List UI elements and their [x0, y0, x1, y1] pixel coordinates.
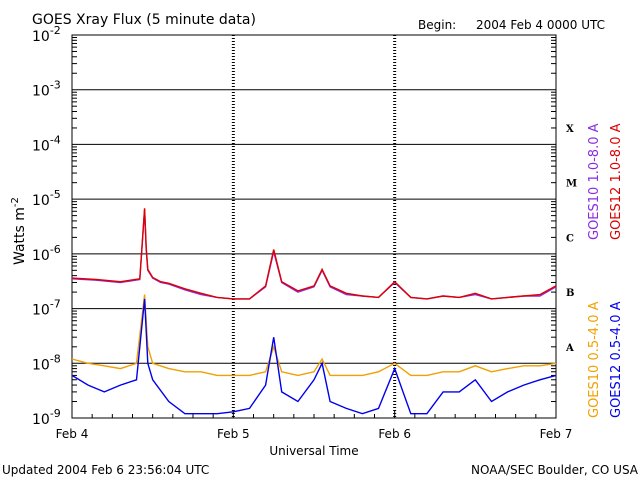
flare-class-label: C — [566, 233, 574, 244]
x-tick-label: Feb 6 — [378, 427, 411, 441]
x-tick-label: Feb 5 — [217, 427, 250, 441]
chart-title: GOES Xray Flux (5 minute data) — [32, 12, 256, 28]
x-axis-label: Universal Time — [269, 444, 358, 458]
y-tick-label: 10-7 — [32, 298, 61, 319]
y-tick-label: 10-6 — [32, 243, 61, 264]
x-tick-label: Feb 4 — [56, 427, 89, 441]
series-lines — [71, 208, 557, 415]
y-tick-label: 10-3 — [32, 79, 61, 100]
flare-class-label: X — [566, 124, 574, 135]
credit-label: NOAA/SEC Boulder, CO USA — [471, 463, 639, 477]
legend-entry: GOES10 0.5-4.0 A — [587, 301, 602, 418]
x-axis-ticks: Feb 4 Feb 5 Feb 6 Feb 7 — [56, 410, 573, 441]
y-tick-label: 10-9 — [32, 407, 61, 428]
legend-entry: GOES10 1.0-8.0 A — [587, 123, 602, 240]
series-line — [71, 208, 557, 300]
y-tick-label: 10-5 — [32, 188, 61, 209]
legend: GOES10 1.0-8.0 A GOES12 1.0-8.0 A GOES10 0… — [587, 123, 624, 418]
legend-entry: GOES12 1.0-8.0 A — [609, 123, 624, 240]
flare-class-labels: X M C B A — [565, 124, 577, 354]
begin-value: 2004 Feb 4 0000 UTC — [476, 18, 605, 32]
legend-entry: GOES12 0.5-4.0 A — [609, 301, 624, 418]
flare-class-label: M — [566, 179, 577, 190]
y-tick-label: 10-8 — [32, 352, 61, 373]
y-axis-label: Watts m-2 — [10, 197, 28, 265]
y-tick-label: 10-4 — [32, 133, 61, 154]
y-axis-ticks: 10-2 10-3 10-4 10-5 10-6 10-7 10-8 10-9 — [32, 24, 556, 428]
flare-class-label: A — [565, 343, 574, 354]
updated-timestamp: Updated 2004 Feb 6 23:56:04 UTC — [2, 463, 209, 477]
begin-label: Begin: — [418, 18, 456, 32]
day-separators — [231, 35, 397, 418]
y-tick-label: 10-2 — [32, 24, 61, 45]
series-line — [71, 298, 557, 415]
x-tick-label: Feb 7 — [540, 427, 573, 441]
flare-class-label: B — [566, 288, 574, 299]
